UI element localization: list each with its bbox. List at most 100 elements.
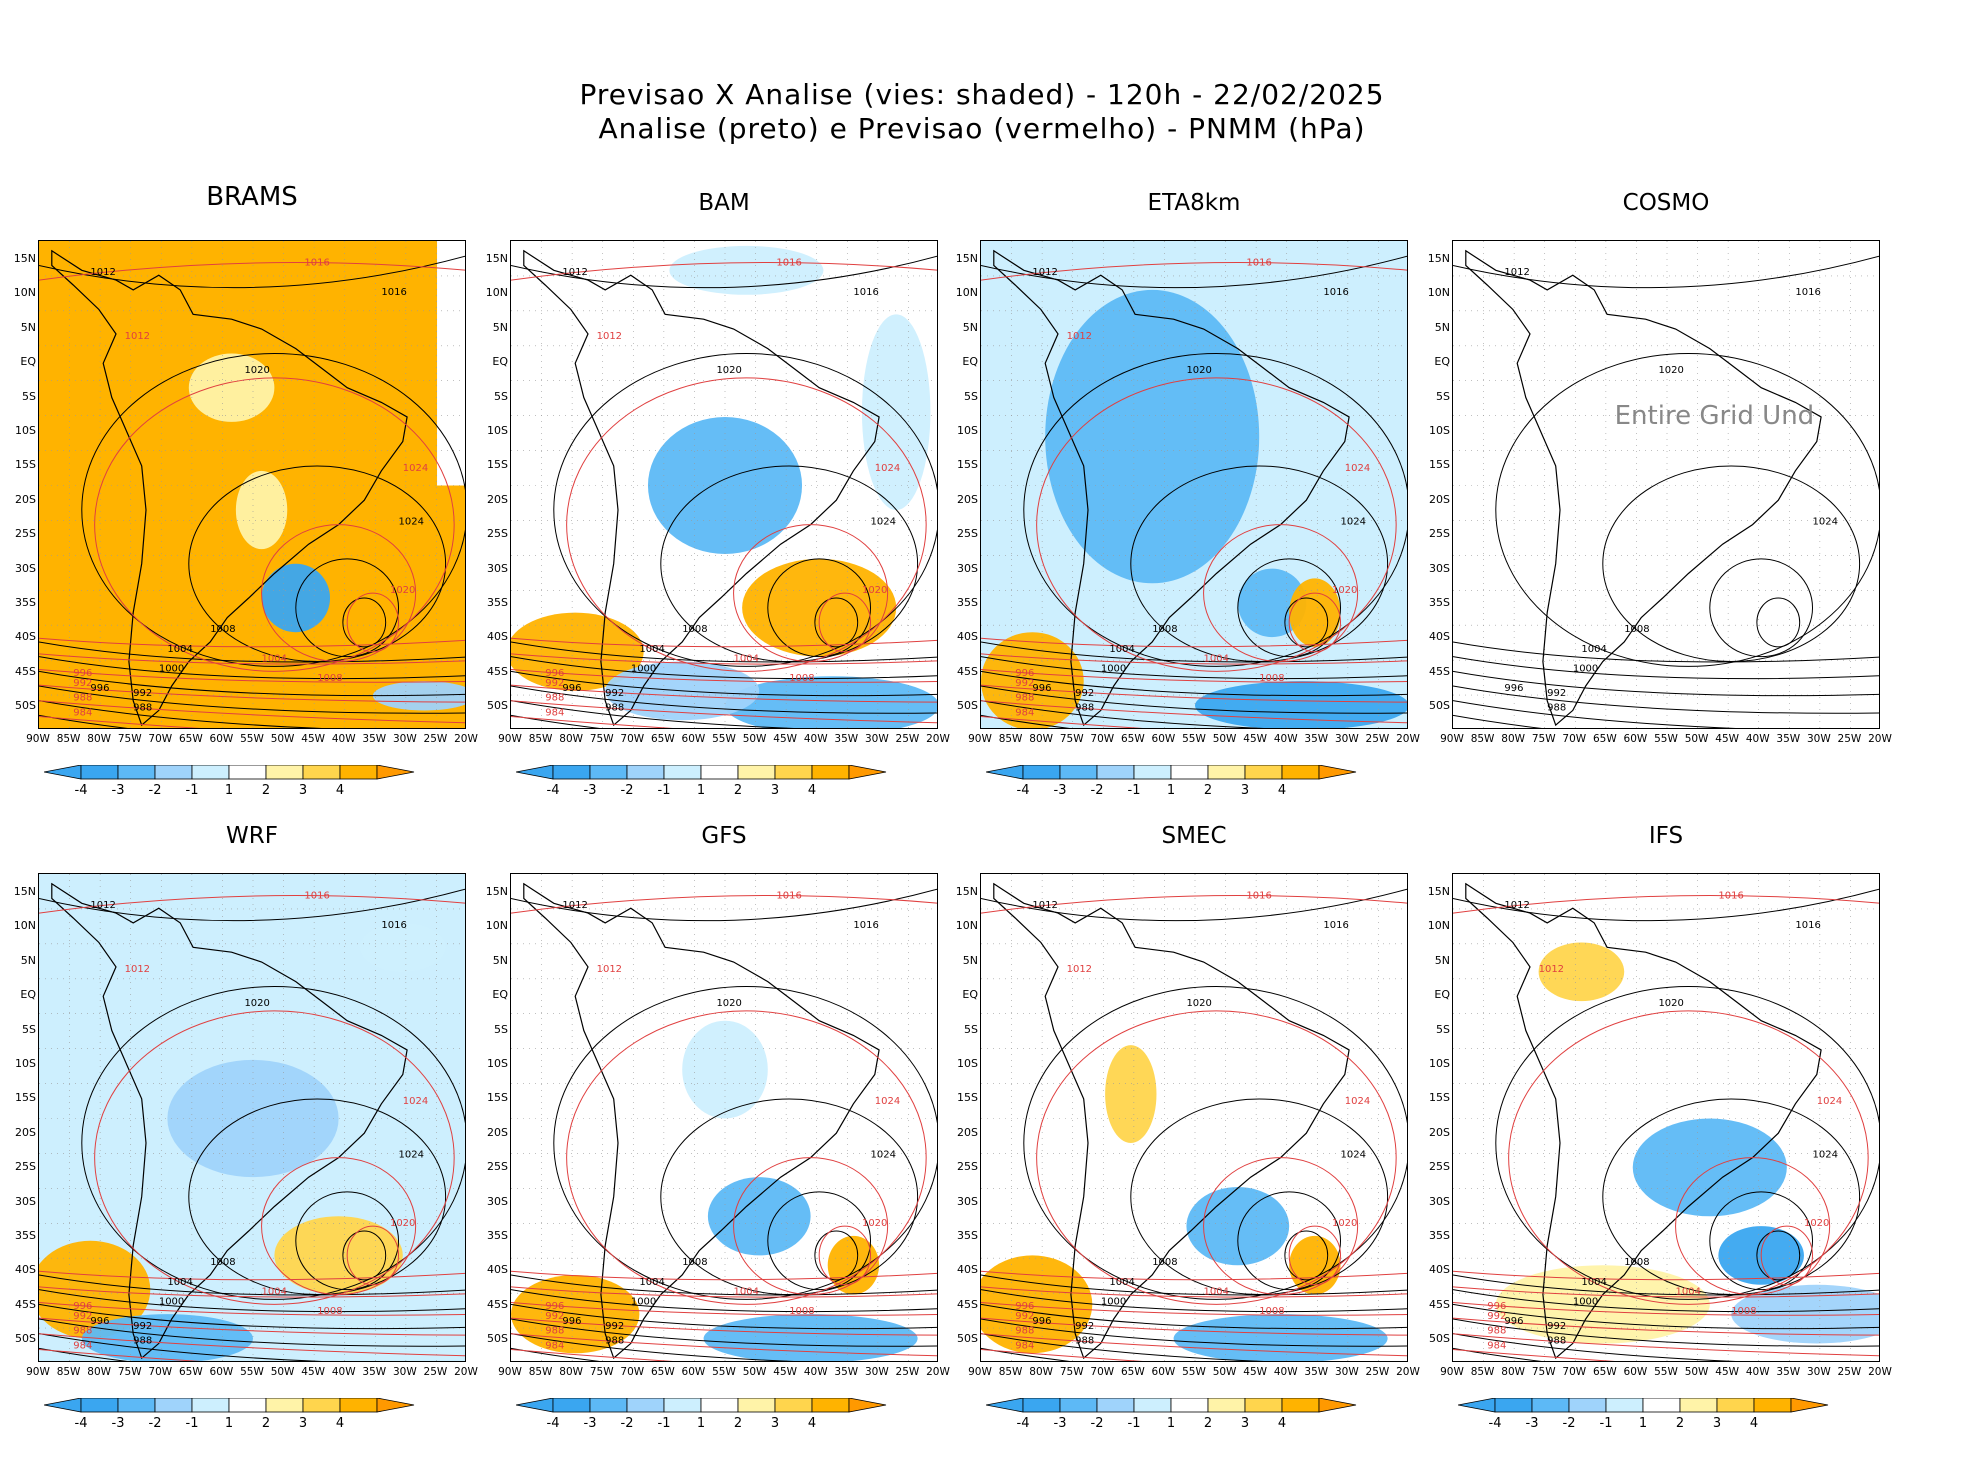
colorbar-tick-label: -4 [546, 783, 560, 798]
lat-tick-label: 10S [487, 424, 508, 437]
analysis-isobar [511, 1318, 937, 1347]
lat-tick-label: 45S [15, 1297, 36, 1311]
lat-tick-label: 10N [485, 286, 508, 300]
lon-tick-label: 45W [1715, 1366, 1740, 1378]
colorbar-tick-label: 4 [1749, 1416, 1759, 1431]
lat-tick-label: 15S [1429, 458, 1450, 472]
analysis-isobar [39, 641, 465, 663]
forecast-isobar [566, 377, 927, 672]
forecast-isobar-label: 1008 [1259, 673, 1284, 684]
forecast-isobar-label: 988 [73, 693, 92, 704]
colorbar-segment [80, 1398, 119, 1413]
analysis-isobar [981, 641, 1407, 663]
forecast-isobar-label: 992 [545, 1311, 564, 1322]
analysis-isobar [1495, 353, 1879, 667]
lon-tick-label: 55W [240, 1366, 264, 1378]
forecast-isobar-label: 1012 [1067, 964, 1092, 975]
bias-shading-blob [1495, 1265, 1710, 1344]
forecast-isobar-label: 996 [73, 1301, 92, 1312]
lat-tick-label: 50S [15, 1332, 36, 1346]
bias-shading-blob [1632, 1118, 1787, 1217]
lon-tick-label: 35W [362, 733, 387, 745]
lat-tick-label: 40S [15, 630, 36, 644]
analysis-isobar [814, 597, 859, 648]
analysis-isobar-label: 1024 [1813, 1150, 1838, 1161]
analysis-isobar [81, 353, 465, 667]
lon-tick-label: 85W [1470, 1366, 1495, 1378]
forecast-isobar [981, 1333, 1407, 1357]
analysis-isobar [39, 888, 465, 922]
analysis-isobar-label: 1024 [399, 1150, 424, 1161]
lon-tick-label: 20W [454, 1366, 478, 1378]
analysis-isobar [81, 986, 465, 1300]
lat-tick-label: 5S [22, 389, 36, 403]
lat-tick-label: 20S [15, 492, 36, 506]
colorbar-tick-label: 3 [1712, 1416, 1722, 1431]
panel-cosmo: COSMO 1012 1016 1020 1024 1008 1004 1000 996 992 9… [1428, 182, 1892, 841]
colorbar-tick-label: -3 [1053, 783, 1067, 798]
colorbar-tick-label: -4 [546, 1416, 560, 1431]
colorbar-tick-label: -2 [1090, 1416, 1104, 1431]
colorbar-tick-label: -3 [583, 783, 597, 798]
forecast-isobar [39, 653, 465, 665]
colorbar-tick-label: 2 [1203, 783, 1213, 798]
colorbar-segment [228, 765, 267, 780]
analysis-isobar-label: 1024 [871, 517, 896, 528]
panel-title: IFS [1648, 823, 1684, 849]
lat-tick-label: 5N [962, 320, 978, 334]
colorbar-tick-label: 1 [1638, 1416, 1648, 1431]
analysis-isobar [981, 685, 1407, 714]
analysis-isobar-label: 996 [1032, 1316, 1051, 1327]
analysis-isobar [981, 1333, 1265, 1361]
forecast-isobar-label: 1024 [875, 463, 900, 474]
colorbar-tick-label: 2 [1675, 1416, 1685, 1431]
colorbar-tick-label: -2 [148, 1416, 162, 1431]
analysis-isobar-label: 988 [605, 1335, 624, 1346]
forecast-isobar [981, 1270, 1407, 1281]
forecast-isobar [981, 895, 1407, 914]
analysis-isobar-label: 996 [90, 1316, 109, 1327]
lon-tick-label: 50W [742, 733, 767, 745]
forecast-isobar-label: 984 [1015, 707, 1034, 718]
forecast-isobar-label: 992 [1015, 1311, 1034, 1322]
colorbar-tick-label: -1 [1127, 783, 1141, 798]
lon-tick-label: 30W [392, 1366, 417, 1378]
forecast-isobar [511, 262, 937, 281]
analysis-isobar-label: 1004 [1109, 1277, 1134, 1288]
lat-tick-label: 25S [957, 527, 978, 541]
lat-tick-label: EQ [20, 355, 36, 369]
forecast-isobar [1453, 1286, 1879, 1298]
colorbar-segment [1022, 1398, 1061, 1413]
colorbar-segment [1244, 765, 1283, 780]
analysis-isobar [981, 1347, 1070, 1361]
lon-tick-label: 65W [178, 733, 203, 745]
analysis-isobar-label: 1004 [1581, 1277, 1606, 1288]
analysis-isobar-label: 1004 [167, 1277, 192, 1288]
analysis-isobar [39, 1347, 128, 1361]
forecast-isobar-label: 988 [73, 1326, 92, 1337]
lat-tick-label: 45S [957, 1297, 978, 1311]
lat-tick-label: 5S [22, 1022, 36, 1036]
analysis-isobar-label: 1012 [1504, 267, 1529, 278]
map-frame: 1012 1016 1020 1024 1008 1004 1000 996 992 988 101… [980, 873, 1408, 1362]
forecast-isobar [818, 1225, 872, 1286]
forecast-isobar [511, 1301, 937, 1316]
lat-tick-label: 45S [487, 1297, 508, 1311]
lon-tick-label: 25W [1837, 733, 1862, 745]
colorbar-segment [700, 765, 739, 780]
lat-tick-label: 5S [1436, 1022, 1450, 1036]
colorbar-segment [811, 765, 850, 780]
analysis-isobar [1453, 1347, 1542, 1361]
colorbar-arrow-left [1458, 1398, 1496, 1413]
map-frame: 1012 1016 1020 1024 1008 1004 1000 996 992 988 101… [510, 873, 938, 1362]
lon-tick-label: 60W [681, 733, 706, 745]
analysis-isobar-label: 1000 [1101, 663, 1126, 674]
analysis-isobar [1453, 888, 1879, 922]
forecast-isobar-label: 984 [73, 707, 92, 718]
analysis-isobar-label: 1024 [1813, 517, 1838, 528]
lat-tick-label: 10S [487, 1057, 508, 1070]
analysis-isobar [767, 1191, 872, 1291]
analysis-isobar-label: 992 [133, 1321, 152, 1332]
lon-tick-label: 55W [712, 1366, 736, 1378]
lat-tick-label: 45S [1429, 664, 1450, 678]
